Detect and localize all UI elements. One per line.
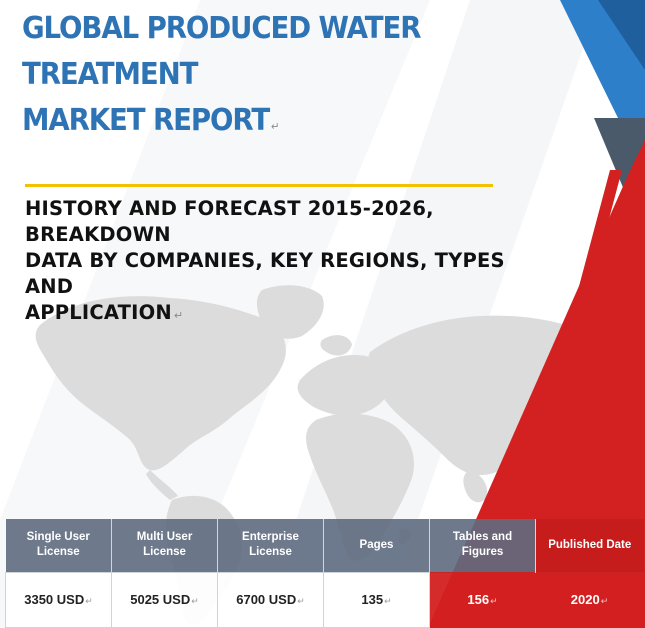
figures-count: 156 <box>467 592 490 607</box>
value-single-user-license: 3350 USD↵ <box>5 571 112 628</box>
report-subtitle-line-1: HISTORY AND FORECAST 2015-2026, BREAKDOW… <box>25 197 434 246</box>
report-subtitle-line-2: DATA BY COMPANIES, KEY REGIONS, TYPES AN… <box>25 249 505 298</box>
header-single-user-license: Single User License <box>5 519 112 572</box>
table-header-row: Single User License Multi User License E… <box>5 519 644 572</box>
paragraph-mark-icon: ↵ <box>191 596 199 606</box>
paragraph-mark-icon: ↵ <box>297 596 305 606</box>
paragraph-mark-icon: ↵ <box>600 596 609 606</box>
accent-rule <box>25 184 493 187</box>
header-pages: Pages <box>323 519 430 572</box>
report-subtitle-line-3: APPLICATION <box>25 301 172 324</box>
value-multi-user-license: 5025 USD↵ <box>111 571 218 628</box>
report-title-line-2-wrap: MARKET REPORT ↵ <box>22 98 546 150</box>
paragraph-mark-icon: ↵ <box>270 120 280 133</box>
report-title: GLOBAL PRODUCED WATER TREATMENT MARKET R… <box>22 6 546 150</box>
red-wedge <box>428 140 645 628</box>
report-title-line-1: GLOBAL PRODUCED WATER TREATMENT <box>22 11 421 92</box>
header-enterprise-license: Enterprise License <box>217 519 324 572</box>
blue-stripe-dark <box>598 0 645 70</box>
header-multi-user-license: Multi User License <box>111 519 218 572</box>
report-subtitle: HISTORY AND FORECAST 2015-2026, BREAKDOW… <box>25 196 545 329</box>
pages-count: 135 <box>361 592 384 607</box>
paragraph-mark-icon: ↵ <box>85 596 93 606</box>
paragraph-mark-icon: ↵ <box>490 596 498 606</box>
published-year: 2020 <box>570 592 600 607</box>
value-published-date: 2020↵ <box>535 571 644 628</box>
price-single-user: 3350 USD <box>24 592 85 607</box>
value-enterprise-license: 6700 USD↵ <box>217 571 324 628</box>
report-title-line-2: MARKET REPORT <box>22 103 270 138</box>
report-subtitle-line-3-wrap: APPLICATION ↵ <box>25 300 545 329</box>
table-row: 3350 USD↵ 5025 USD↵ 6700 USD↵ 135↵ 156↵ … <box>5 571 644 628</box>
price-multi-user: 5025 USD <box>130 592 191 607</box>
value-pages: 135↵ <box>323 571 430 628</box>
header-tables-and-figures: Tables and Figures <box>429 519 536 572</box>
value-tables-and-figures: 156↵ <box>429 571 536 628</box>
report-info-table: Single User License Multi User License E… <box>5 519 644 628</box>
price-enterprise: 6700 USD <box>236 592 297 607</box>
header-published-date: Published Date <box>535 519 644 572</box>
paragraph-mark-icon: ↵ <box>173 309 184 322</box>
paragraph-mark-icon: ↵ <box>384 596 392 606</box>
